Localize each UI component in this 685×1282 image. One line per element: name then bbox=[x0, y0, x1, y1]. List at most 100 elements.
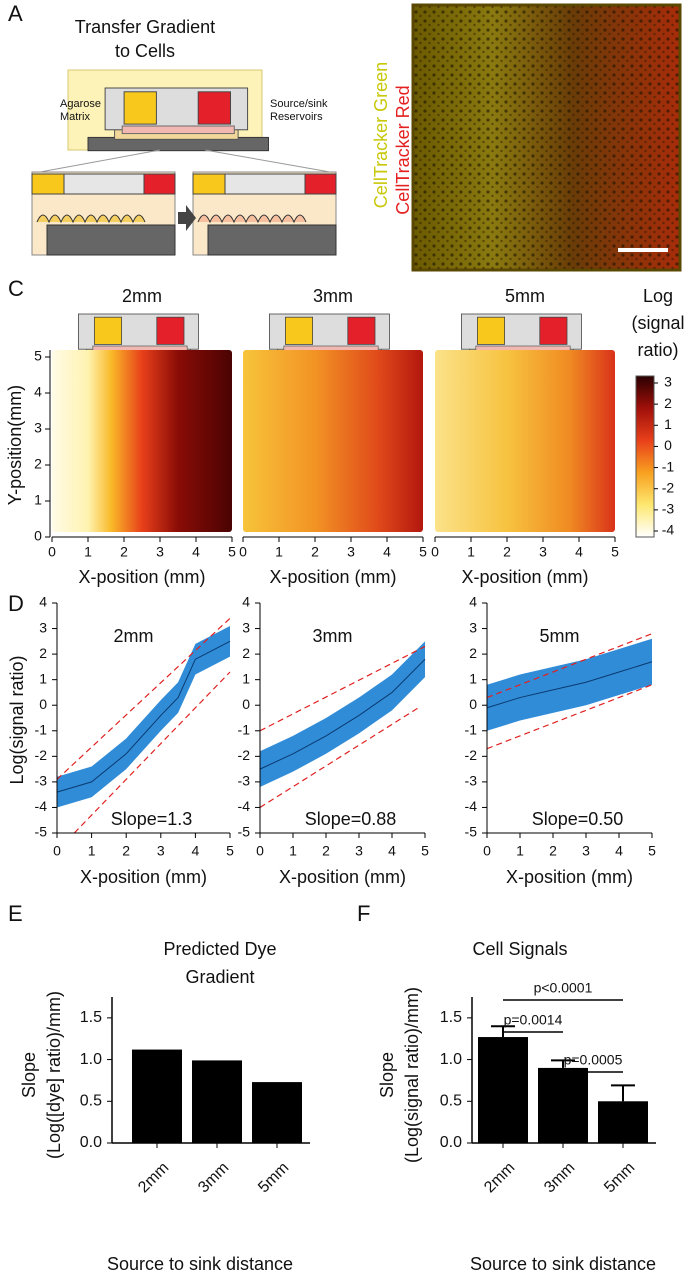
y-tick-label: 3 bbox=[242, 619, 250, 635]
x-tick-label: 4 bbox=[575, 544, 583, 560]
cells bbox=[36, 214, 146, 224]
bar bbox=[598, 1101, 648, 1143]
x-tick-label: 1 bbox=[84, 544, 92, 560]
panel-label: F bbox=[357, 901, 370, 926]
confidence-line bbox=[259, 707, 419, 808]
y-tick-label: 0 bbox=[469, 696, 477, 712]
bar bbox=[132, 1049, 182, 1143]
x-tick-label: 1 bbox=[88, 843, 96, 859]
y-tick-label: -5 bbox=[465, 824, 478, 840]
chart-title: Cell Signals bbox=[472, 939, 567, 959]
y-tick-label: 1 bbox=[242, 670, 250, 686]
x-tick-label: 1 bbox=[516, 843, 524, 859]
zoom-sink bbox=[304, 173, 337, 195]
fit-line bbox=[486, 661, 653, 709]
bar bbox=[252, 1082, 302, 1143]
annotation: Agarose bbox=[60, 98, 101, 110]
source-reservoir bbox=[94, 316, 123, 345]
panel-title: to Cells bbox=[115, 41, 175, 61]
y-tick-label: -2 bbox=[465, 747, 478, 763]
x-tick-label: 4 bbox=[192, 544, 200, 560]
colorbar-tick-label: 2 bbox=[664, 395, 672, 411]
x-axis-label: X-position (mm) bbox=[78, 567, 205, 587]
x-tick-label: 1 bbox=[467, 544, 475, 560]
colorbar-tick-label: 0 bbox=[664, 437, 672, 453]
fit-line bbox=[259, 658, 426, 770]
error-bar bbox=[551, 1059, 575, 1068]
colorbar-title: ratio) bbox=[637, 340, 678, 360]
x-tick-label: 0 bbox=[48, 544, 56, 560]
annotation: Matrix bbox=[60, 111, 90, 123]
y-tick-label: 4 bbox=[34, 384, 42, 400]
heatmap-title: 5mm bbox=[505, 286, 545, 306]
colorbar-tick-label: 1 bbox=[664, 416, 672, 432]
heatmap-title: 3mm bbox=[313, 286, 353, 306]
panel-title: Transfer Gradient bbox=[75, 17, 215, 37]
x-axis-label: X-position (mm) bbox=[506, 867, 633, 887]
colorbar-tick-label: -3 bbox=[662, 501, 675, 517]
confidence-line bbox=[259, 645, 426, 732]
y-tick-label: -4 bbox=[465, 798, 478, 814]
x-tick-label: 0 bbox=[256, 843, 264, 859]
source-reservoir bbox=[477, 316, 506, 345]
plot-title: 5mm bbox=[540, 626, 580, 646]
x-axis-label: Source to sink distance bbox=[470, 1254, 656, 1274]
x-tick-label: 2 bbox=[122, 843, 130, 859]
x-tick-label: 5 bbox=[611, 544, 619, 560]
arrow bbox=[178, 205, 196, 231]
x-tick-label: 0 bbox=[53, 843, 61, 859]
y-tick-label: 0 bbox=[34, 528, 42, 544]
x-tick-label: 1 bbox=[275, 544, 283, 560]
x-tick-label: 2 bbox=[503, 544, 511, 560]
panel-label: C bbox=[8, 276, 24, 301]
scale-bar bbox=[618, 248, 668, 252]
x-axis-label: X-position (mm) bbox=[269, 567, 396, 587]
y-tick-label: 0.5 bbox=[80, 1093, 102, 1110]
y-tick-label: -1 bbox=[35, 721, 48, 737]
p-value: p=0.0014 bbox=[504, 1012, 563, 1028]
annotation: Source/sink bbox=[270, 98, 328, 110]
micrograph-texture bbox=[413, 5, 680, 270]
slope-label: Slope=0.50 bbox=[532, 809, 624, 829]
y-tick-label: 0.0 bbox=[440, 1134, 462, 1151]
x-tick-label: 2mm bbox=[481, 1159, 518, 1196]
y-tick-label: 1 bbox=[469, 670, 477, 686]
y-tick-label: 0.0 bbox=[80, 1134, 102, 1151]
x-tick-label: 5 bbox=[226, 843, 234, 859]
confidence-line bbox=[73, 671, 231, 834]
y-tick-label: 4 bbox=[39, 594, 47, 610]
colorbar-tick-label: -1 bbox=[662, 458, 675, 474]
y-tick-label: 1 bbox=[34, 492, 42, 508]
y-tick-label: 3 bbox=[469, 619, 477, 635]
x-tick-label: 2 bbox=[322, 843, 330, 859]
x-tick-label: 2 bbox=[549, 843, 557, 859]
y-axis-label: (Log(signal ratio)/mm) bbox=[402, 987, 422, 1163]
x-tick-label: 3 bbox=[355, 843, 363, 859]
x-tick-label: 4 bbox=[192, 843, 200, 859]
panel-label: D bbox=[8, 591, 24, 616]
sink-reservoir bbox=[156, 316, 185, 345]
y-tick-label: -2 bbox=[35, 747, 48, 763]
x-tick-label: 3mm bbox=[541, 1159, 578, 1196]
bar bbox=[192, 1060, 242, 1143]
y-tick-label: -1 bbox=[238, 721, 251, 737]
x-tick-label: 0 bbox=[431, 544, 439, 560]
y-tick-label: 4 bbox=[242, 594, 250, 610]
zoom-lines bbox=[39, 149, 331, 173]
y-axis-label: Slope bbox=[19, 1052, 39, 1098]
source-reservoir bbox=[285, 316, 314, 345]
x-tick-label: 1 bbox=[289, 843, 297, 859]
fit-line bbox=[56, 640, 231, 793]
y-tick-label: 1.0 bbox=[80, 1051, 102, 1068]
x-tick-label: 3 bbox=[156, 544, 164, 560]
y-tick-label: 5 bbox=[34, 348, 42, 364]
bar bbox=[478, 1037, 528, 1143]
x-tick-label: 5 bbox=[421, 843, 429, 859]
x-tick-label: 4 bbox=[615, 843, 623, 859]
y-tick-label: 4 bbox=[469, 594, 477, 610]
y-axis-label: (Log([dye] ratio)/mm) bbox=[44, 991, 64, 1159]
x-axis-label: X-position (mm) bbox=[279, 867, 406, 887]
y-axis-label: Y-position(mm) bbox=[5, 385, 25, 505]
colorbar-tick-label: -2 bbox=[662, 479, 675, 495]
